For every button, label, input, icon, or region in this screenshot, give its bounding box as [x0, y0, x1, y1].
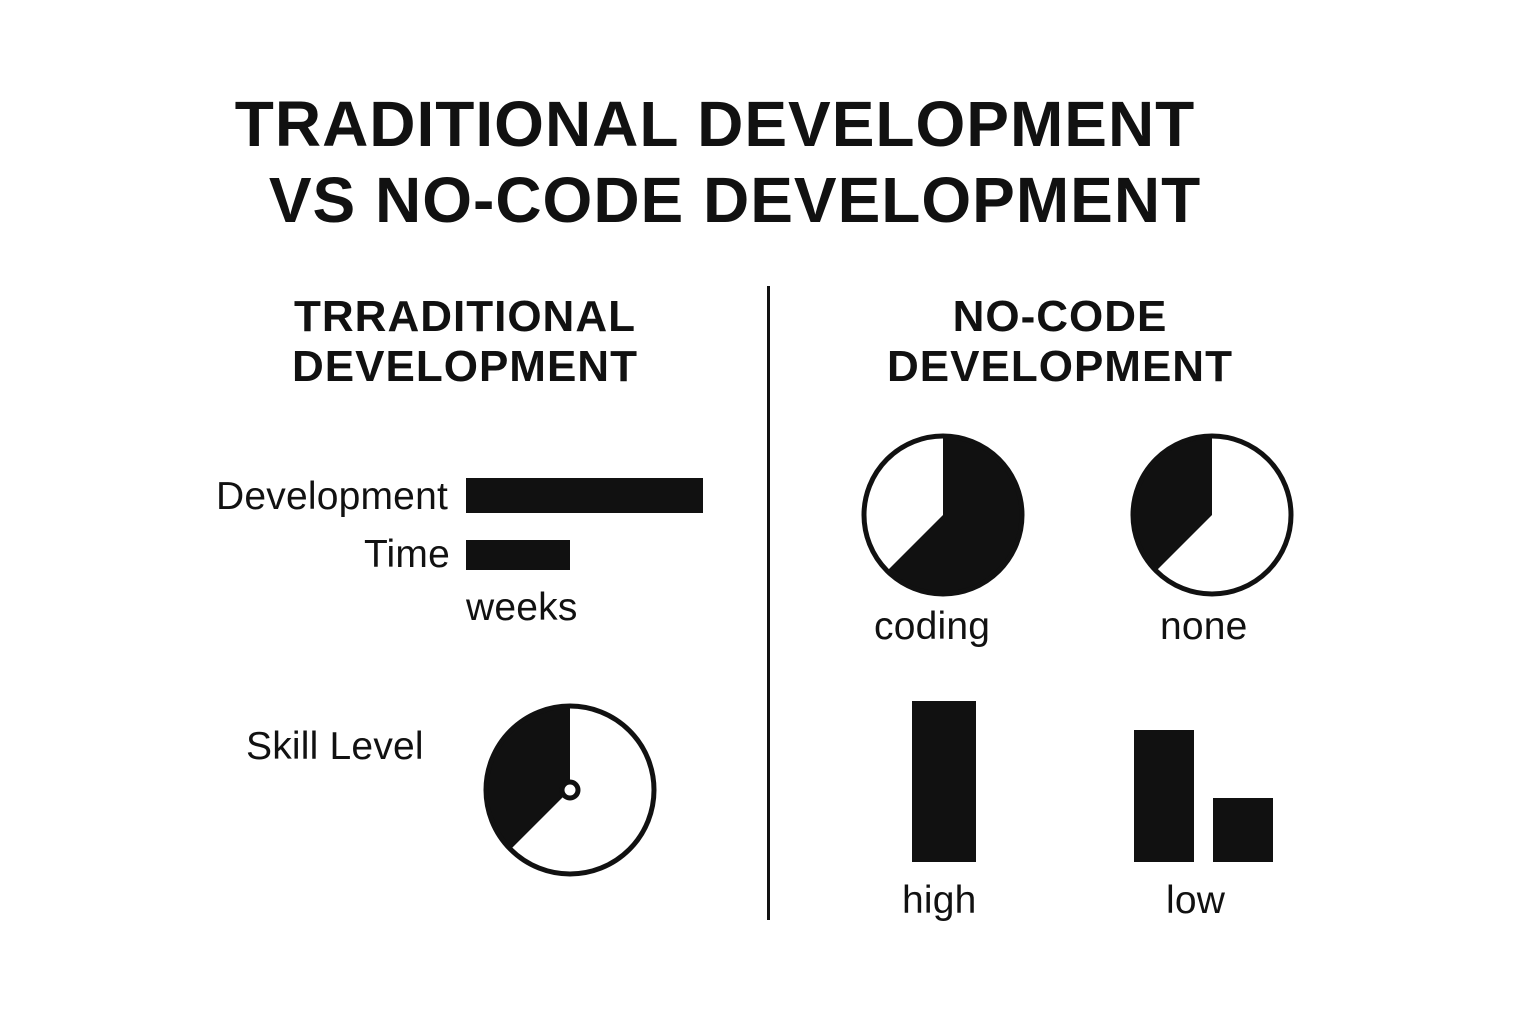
page-title-line-2: VS NO-CODE DEVELOPMENT	[268, 164, 1202, 236]
coding-pie-chart	[861, 433, 1025, 597]
dev-time-unit-label: weeks	[466, 586, 578, 629]
dev-time-label-line-2: Time	[363, 533, 450, 576]
none-pie-chart	[1130, 433, 1294, 597]
high-bar	[912, 701, 976, 862]
coding-pie-wedge	[887, 436, 1023, 594]
none-pie-wedge	[1133, 436, 1212, 571]
dial-center-knob	[559, 779, 581, 801]
dev-time-label-line-1: Development	[216, 475, 448, 518]
traditional-heading-line-2: DEVELOPMENT	[292, 342, 638, 391]
skill-level-dial	[483, 703, 657, 877]
nocode-heading-line-1: NO-CODE	[952, 292, 1168, 341]
low-bar-label: low	[1166, 879, 1226, 922]
page-title-line-1: TRADITIONAL DEVELOPMENT	[234, 88, 1196, 160]
skill-level-label: Skill Level	[246, 725, 424, 768]
none-pie-label: none	[1160, 605, 1248, 648]
low-bar-1	[1134, 729, 1194, 862]
dev-time-bar-2	[466, 540, 571, 570]
nocode-heading-line-2: DEVELOPMENT	[887, 342, 1233, 391]
high-bar-label: high	[902, 879, 977, 922]
coding-pie-label: coding	[874, 605, 991, 648]
low-bar-2	[1213, 797, 1273, 862]
dev-time-bar-1	[466, 478, 703, 513]
section-divider	[767, 286, 770, 920]
skill-level-dial-fill	[485, 706, 570, 850]
traditional-heading-line-1: TRRADITIONAL	[294, 292, 636, 341]
